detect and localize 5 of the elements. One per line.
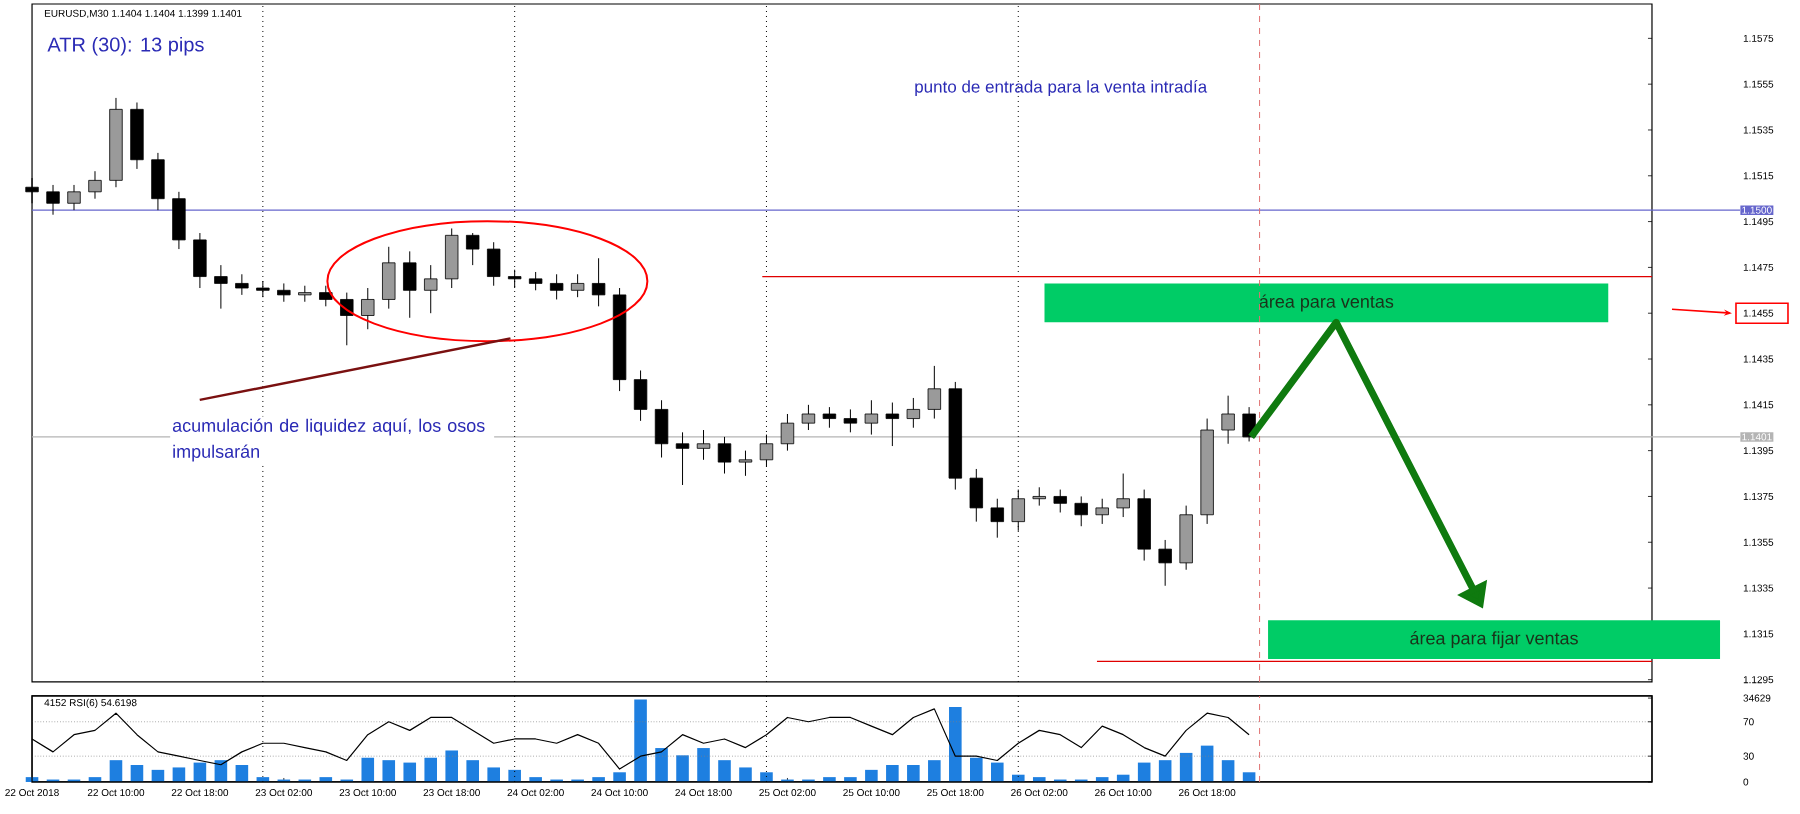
band-label: área para ventas <box>1259 294 1394 312</box>
annotation: ATR (30): 13 pips <box>47 36 204 56</box>
annotation: acumulación de liquidez aquí, los osos impulsarán <box>172 418 485 462</box>
band-label: área para fijar ventas <box>1410 631 1578 649</box>
annotation: punto de entrada para la venta intradía <box>915 80 1208 97</box>
